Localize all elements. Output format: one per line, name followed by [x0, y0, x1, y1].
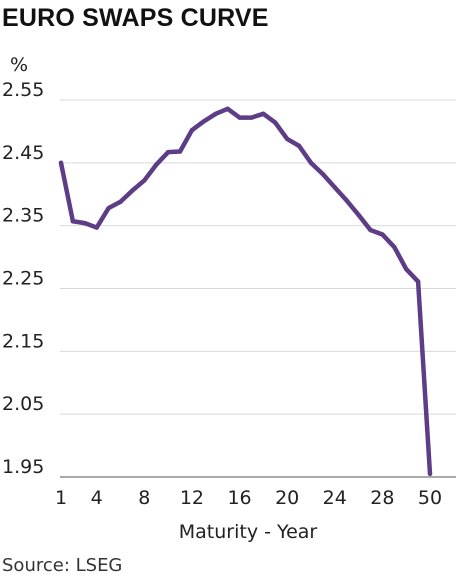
data-point [368, 227, 373, 233]
data-point [320, 171, 326, 177]
data-point [130, 188, 135, 193]
y-tick-label: 2.05 [2, 393, 44, 415]
data-point [82, 220, 88, 226]
x-tick-label: 28 [370, 487, 394, 509]
data-point [177, 149, 183, 154]
y-axis: 1.95 2.05 2.15 2.25 2.35 2.45 2.55 [2, 79, 44, 478]
data-point [308, 160, 314, 166]
y-tick-label: 2.45 [2, 142, 44, 164]
data-point [189, 127, 195, 133]
y-axis-unit: % [10, 54, 29, 76]
data-point [237, 115, 242, 120]
data-point [142, 178, 147, 183]
data-point [58, 160, 64, 166]
x-tick-label: 1 [55, 487, 67, 509]
data-point [284, 136, 290, 142]
data-point [332, 185, 337, 190]
y-tick-label: 1.95 [2, 456, 44, 478]
x-tick-label: 8 [138, 487, 150, 509]
x-tick-label: 50 [418, 487, 442, 509]
data-point [392, 244, 397, 250]
data-point [201, 119, 207, 124]
data-point [380, 232, 385, 237]
data-point [273, 120, 278, 125]
series-line [58, 106, 433, 477]
data-point [403, 266, 409, 272]
x-tick-label: 20 [275, 487, 299, 509]
data-point [344, 198, 349, 203]
x-tick-label: 4 [91, 487, 103, 509]
data-point [94, 225, 99, 230]
data-point [154, 162, 159, 167]
grid-lines [60, 99, 456, 478]
data-point [106, 205, 111, 211]
data-point [118, 199, 123, 204]
x-tick-label: 16 [227, 487, 251, 509]
source-note: Source: LSEG [2, 555, 123, 576]
x-axis-label: Maturity - Year [179, 521, 318, 543]
data-point [356, 212, 361, 218]
data-point [70, 219, 76, 224]
data-point [213, 111, 218, 117]
y-tick-label: 2.55 [2, 79, 44, 101]
y-tick-label: 2.15 [2, 330, 44, 352]
chart-title: EURO SWAPS CURVE [2, 4, 269, 32]
series-layer [58, 106, 433, 477]
y-tick-label: 2.25 [2, 268, 44, 290]
x-tick-label: 12 [180, 487, 204, 509]
data-point [415, 279, 421, 284]
data-point [249, 115, 254, 120]
data-point [261, 111, 266, 117]
x-axis: 1 4 8 12 16 20 24 28 50 [55, 487, 442, 509]
x-tick-label: 24 [323, 487, 347, 509]
data-point [296, 143, 302, 149]
data-point [225, 106, 230, 111]
data-point [165, 149, 171, 155]
data-point [427, 471, 433, 477]
y-tick-label: 2.35 [2, 205, 44, 227]
